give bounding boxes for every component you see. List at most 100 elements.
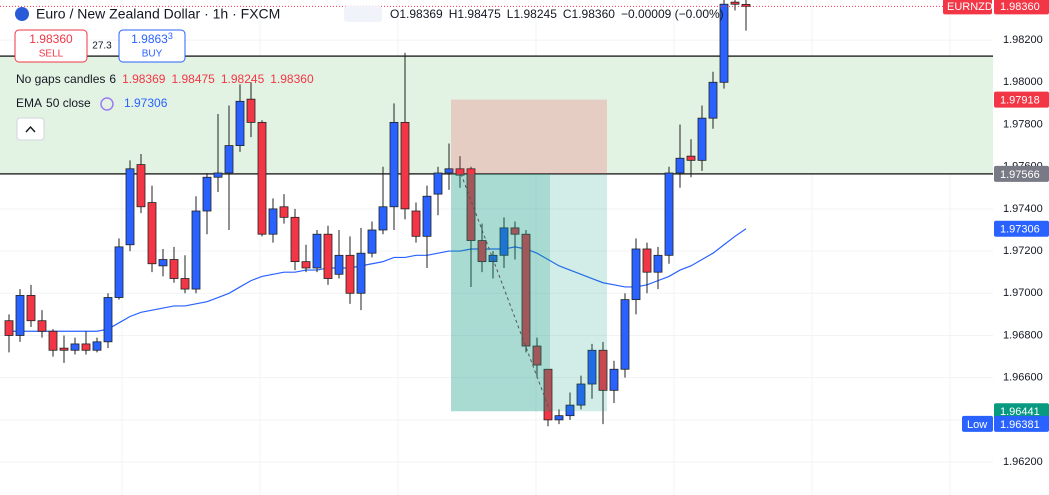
candle-body — [378, 206, 388, 231]
candle-body — [609, 368, 619, 391]
ohlc-value: 1.98360 — [572, 7, 616, 21]
ohlc-key: H — [449, 7, 458, 21]
y-tick-label: 1.96800 — [1003, 329, 1043, 341]
candle-body — [411, 210, 421, 237]
candle-body — [345, 254, 355, 294]
icon-box[interactable] — [344, 6, 382, 22]
low-tag: Low — [967, 419, 987, 431]
candle-body — [290, 216, 300, 263]
legend-name: No gaps candles — [16, 72, 105, 86]
y-tick-label: 1.98200 — [1003, 34, 1043, 46]
candle-body — [554, 415, 564, 421]
legend-param: 50 close — [46, 96, 91, 110]
candle-body — [180, 278, 190, 290]
candle-body — [433, 172, 443, 195]
candle-body — [301, 261, 311, 269]
candle-body — [169, 259, 179, 279]
candle-body — [158, 259, 168, 267]
candle-body — [422, 195, 432, 237]
candle-body — [664, 172, 674, 256]
candle-body — [356, 252, 366, 294]
y-tick-label: 1.97400 — [1003, 203, 1043, 215]
stop-label-box — [994, 91, 1049, 108]
low-tag-box — [962, 415, 993, 432]
collapse-icon — [25, 125, 36, 133]
candle-body — [730, 1, 740, 5]
y-tick-label: 1.97800 — [1003, 118, 1043, 130]
sell-price: 1.98360 — [29, 32, 73, 46]
zone — [0, 56, 993, 174]
symbol-box — [943, 0, 992, 15]
legend-value: 1.98369 — [122, 72, 166, 86]
candle-body — [653, 254, 663, 273]
candle-body — [312, 233, 322, 269]
candle-body — [59, 347, 69, 351]
legend-value: 1.98245 — [221, 72, 265, 86]
buy-price: 1.98633 — [131, 31, 173, 46]
candle-body — [466, 168, 476, 241]
candle-body — [246, 98, 256, 123]
ohlc-key: O — [390, 7, 399, 21]
low-price-label-box — [994, 415, 1049, 432]
candle-body — [367, 229, 377, 254]
candle-body — [235, 100, 245, 146]
overlay: 1.982001.980001.978001.976001.974001.972… — [14, 0, 1049, 468]
candle-body — [279, 206, 289, 218]
position-path — [460, 173, 551, 412]
candle-body — [37, 320, 47, 332]
candle-body — [268, 208, 278, 235]
y-tick-label: 1.98000 — [1003, 76, 1043, 88]
candle-body — [741, 4, 751, 7]
legend-name: EMA — [16, 96, 42, 110]
candle-body — [125, 168, 135, 246]
buy-label: BUY — [142, 49, 163, 60]
buy-button[interactable] — [118, 29, 186, 63]
candle-body — [708, 81, 718, 119]
legend-value: 1.98475 — [171, 72, 215, 86]
candle-body — [147, 202, 157, 265]
legend-value: 1.98360 — [270, 72, 314, 86]
ohlc: O1.98369 H1.98475 L1.98245 C1.98360 −0.00009… — [390, 7, 724, 21]
candle-body — [224, 145, 234, 174]
candle-body — [92, 341, 102, 351]
buy-price-main: 1.9863 — [131, 32, 168, 46]
candle-body — [642, 248, 652, 273]
symbol-title: Euro / New Zealand Dollar · 1h · FXCM — [36, 6, 280, 22]
entry-label: 1.97566 — [1000, 169, 1040, 181]
candle-body — [576, 383, 586, 406]
collapse-button[interactable] — [16, 117, 45, 141]
spread: 27.3 — [92, 41, 112, 52]
last-price-label-box — [994, 0, 1049, 15]
candle-body — [719, 3, 729, 83]
candle-body — [400, 121, 410, 210]
candle-body — [455, 168, 465, 176]
candle-body — [48, 330, 58, 351]
candle-body — [697, 117, 707, 161]
candle-body — [686, 155, 696, 161]
candle-body — [334, 254, 344, 275]
candle-body — [191, 210, 201, 290]
target-label: 1.96441 — [1000, 406, 1040, 418]
sell-button[interactable] — [14, 29, 88, 63]
symbol-icon — [15, 7, 29, 21]
entry-label-box — [994, 165, 1049, 182]
candle-body — [4, 320, 14, 336]
y-tick-label: 1.96200 — [1003, 456, 1043, 468]
candle-body — [70, 343, 80, 351]
sell-label: SELL — [39, 49, 64, 60]
candle-body — [675, 157, 685, 174]
target-label-box — [994, 403, 1049, 420]
candle-body — [565, 404, 575, 417]
candle-body — [499, 227, 509, 256]
ema-icon — [100, 97, 114, 111]
candle-body — [510, 227, 520, 235]
ohlc-value: 1.98475 — [457, 7, 501, 21]
candle-body — [136, 164, 146, 208]
legend-value: 1.97306 — [124, 96, 168, 110]
candle-body — [103, 297, 113, 343]
candle-body — [598, 349, 608, 391]
candle-body — [257, 121, 267, 235]
ohlc-value: 1.98369 — [399, 7, 443, 21]
position-stop — [451, 99, 607, 174]
